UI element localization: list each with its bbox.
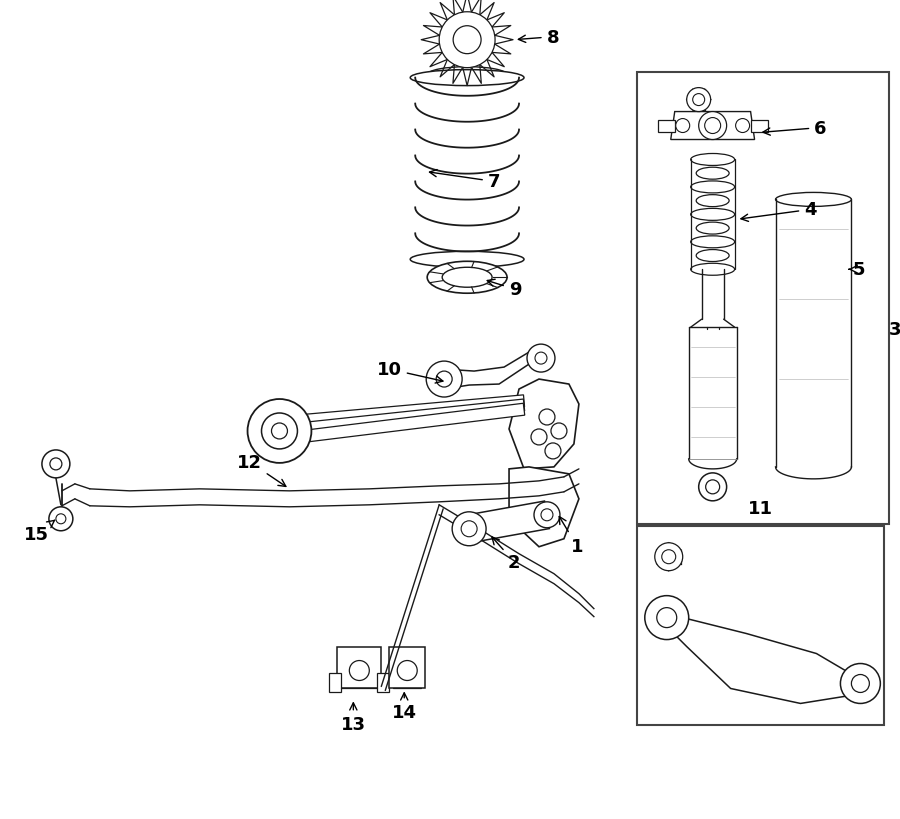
Text: 3: 3 [889,321,900,339]
Bar [390,647,425,689]
Ellipse shape [410,252,524,268]
Polygon shape [445,346,544,390]
Circle shape [42,450,70,478]
Ellipse shape [776,193,851,207]
Circle shape [551,423,567,440]
Text: 10: 10 [377,360,443,383]
Text: 5: 5 [850,261,865,279]
Circle shape [705,119,721,134]
Circle shape [452,512,486,546]
Text: 13: 13 [341,703,365,734]
Circle shape [461,521,477,537]
Polygon shape [466,501,549,543]
Circle shape [531,429,547,446]
Ellipse shape [428,67,507,84]
Circle shape [527,345,555,373]
Circle shape [534,502,560,528]
Ellipse shape [697,251,729,262]
Bar [637,73,889,524]
Text: 1: 1 [559,517,583,555]
Circle shape [698,473,726,501]
Circle shape [706,480,720,494]
Text: 9: 9 [487,280,521,299]
Ellipse shape [442,70,492,80]
Text: 4: 4 [741,201,816,222]
Text: 14: 14 [392,693,417,722]
Ellipse shape [690,182,734,193]
Ellipse shape [690,154,734,166]
Text: 7: 7 [429,170,500,191]
Circle shape [541,509,553,521]
Ellipse shape [442,268,492,287]
Circle shape [262,414,297,450]
Circle shape [655,543,683,571]
Circle shape [687,88,711,112]
Circle shape [545,443,561,459]
Circle shape [698,112,726,140]
Polygon shape [670,112,754,140]
Circle shape [676,120,689,133]
Ellipse shape [697,196,729,207]
Circle shape [851,675,869,693]
Text: 11: 11 [748,500,773,517]
Text: 12: 12 [237,454,286,486]
Circle shape [644,596,688,640]
Polygon shape [279,404,525,446]
Circle shape [439,13,495,69]
Polygon shape [279,396,525,429]
Text: 15: 15 [24,521,55,543]
Circle shape [453,27,482,55]
Circle shape [693,94,705,106]
Circle shape [735,120,750,133]
Circle shape [662,550,676,564]
Circle shape [436,372,452,387]
Polygon shape [279,400,525,437]
Circle shape [535,353,547,364]
Text: 8: 8 [518,29,559,47]
Polygon shape [667,609,860,704]
Ellipse shape [690,264,734,276]
Bar [329,672,341,693]
Bar [377,672,390,693]
Ellipse shape [428,262,507,294]
Circle shape [397,661,418,681]
Circle shape [427,362,462,397]
Polygon shape [658,120,675,133]
Ellipse shape [697,168,729,180]
Bar [338,647,382,689]
Polygon shape [509,468,579,547]
Ellipse shape [690,209,734,221]
Circle shape [349,661,369,681]
Circle shape [49,507,73,532]
Bar [637,526,885,726]
Ellipse shape [690,237,734,248]
Ellipse shape [410,70,524,87]
Ellipse shape [697,223,729,235]
Circle shape [50,459,62,470]
Circle shape [539,410,555,425]
Circle shape [272,423,287,440]
Circle shape [248,400,311,464]
Polygon shape [509,379,579,469]
Text: 2: 2 [492,537,520,571]
Polygon shape [751,120,768,133]
Circle shape [657,608,677,628]
Text: 6: 6 [763,120,827,138]
Circle shape [56,514,66,524]
Circle shape [841,663,880,704]
